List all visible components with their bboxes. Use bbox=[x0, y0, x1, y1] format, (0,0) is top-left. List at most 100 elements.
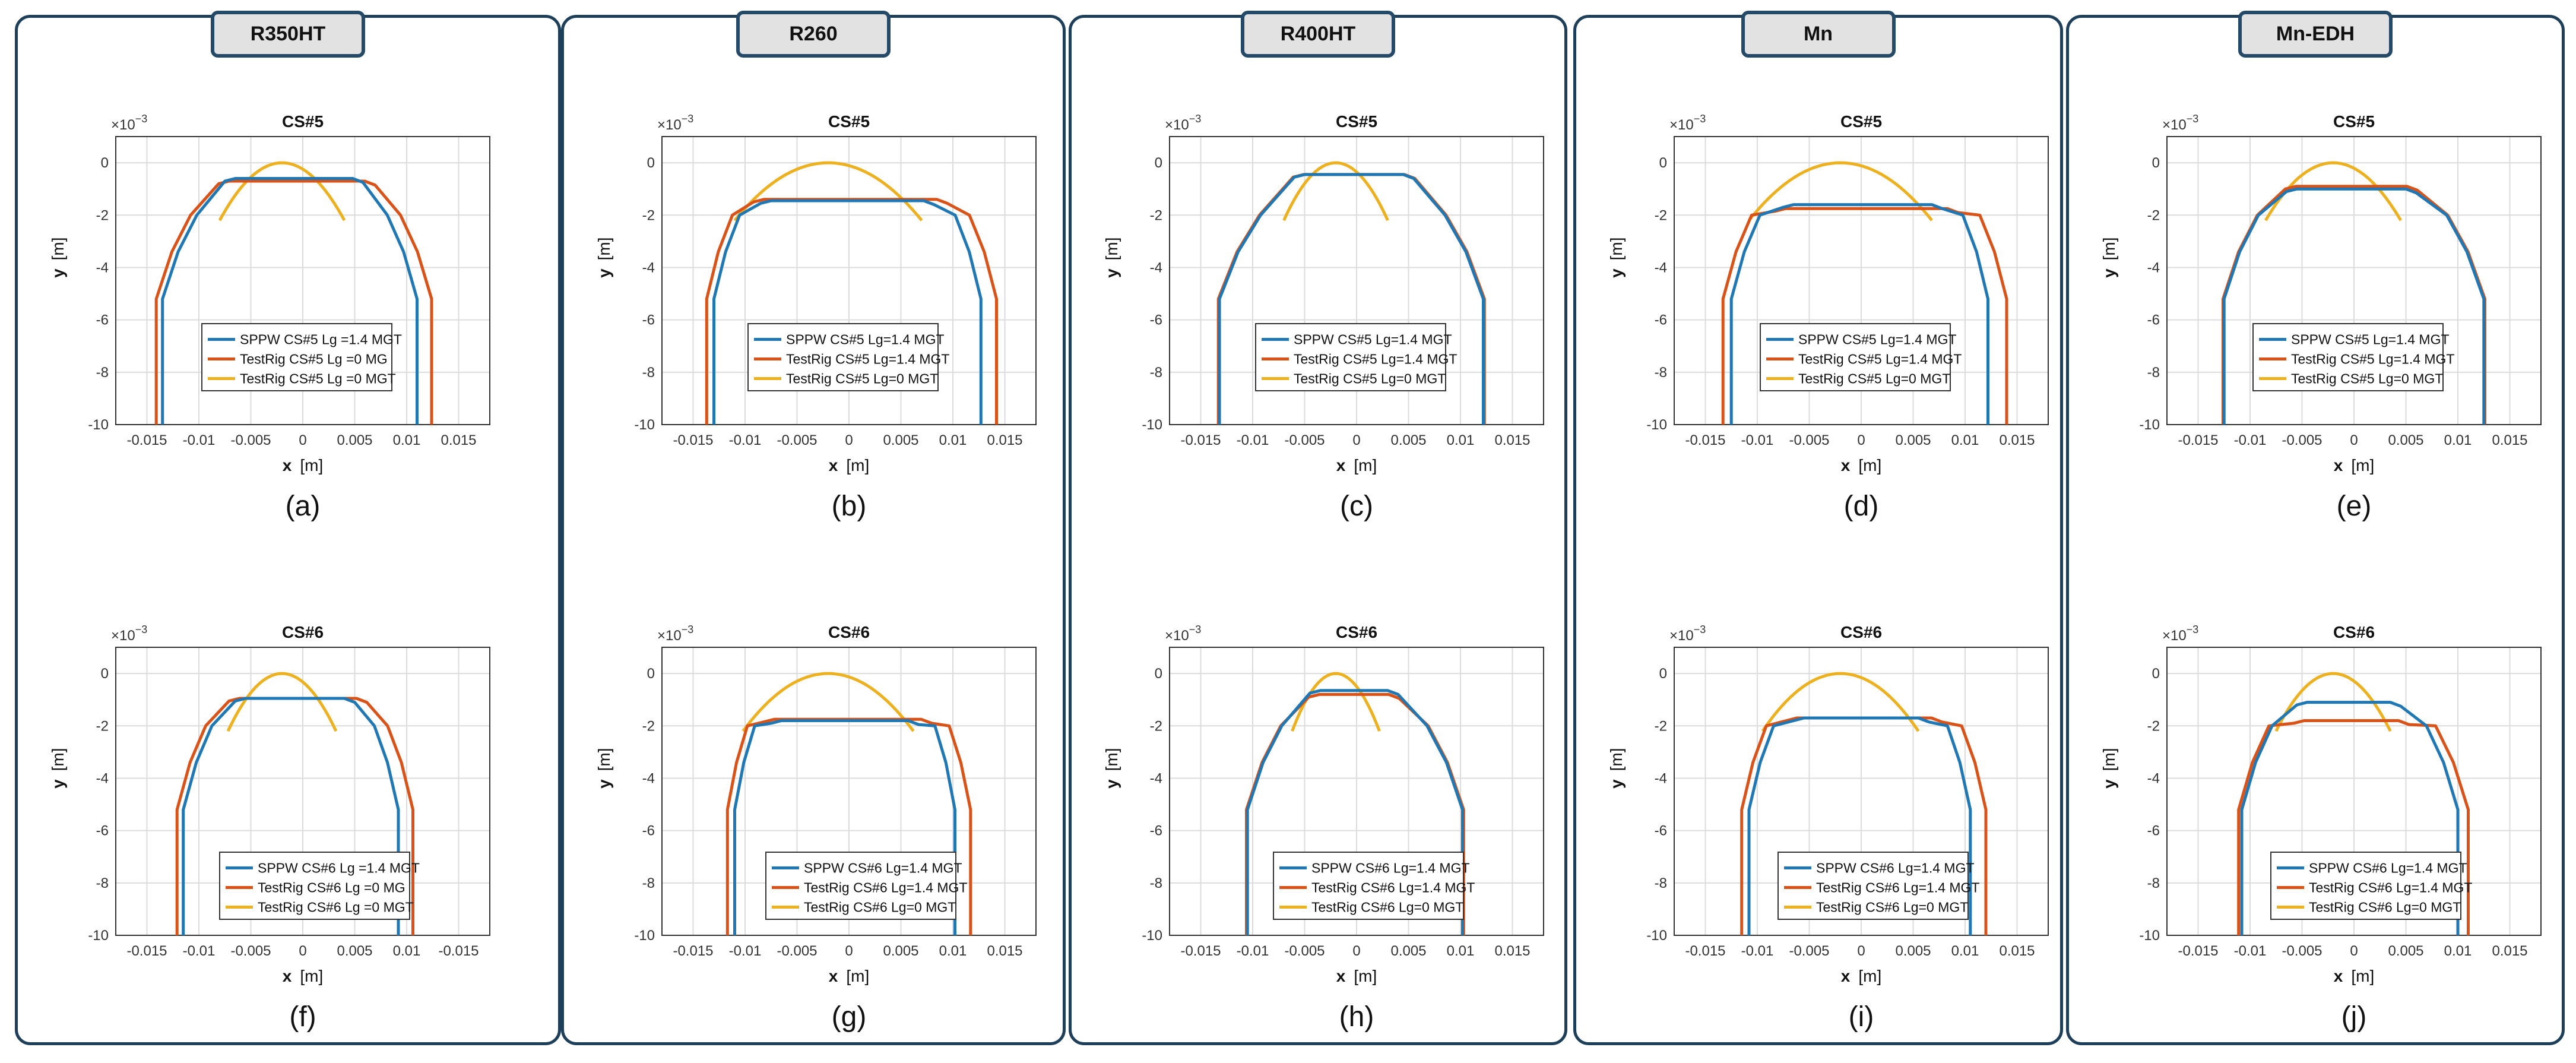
x-axis-label: x [m] bbox=[2334, 967, 2374, 985]
x-tick-label: 0.01 bbox=[939, 943, 967, 959]
x-tick-label: 0 bbox=[1352, 943, 1360, 959]
chart-title: CS#5 bbox=[1840, 112, 1882, 131]
x-tick-label: -0.005 bbox=[1789, 943, 1829, 959]
y-tick-label: -10 bbox=[1142, 417, 1162, 433]
legend-entry: TestRig CS#6 Lg =0 MGT bbox=[258, 900, 414, 915]
chart-title: CS#6 bbox=[828, 623, 870, 641]
y-tick-label: 0 bbox=[2152, 666, 2160, 682]
x-tick-label: 0.005 bbox=[2388, 943, 2423, 959]
x-tick-label: 0.01 bbox=[1447, 432, 1475, 448]
x-axis-label: x [m] bbox=[1336, 967, 1377, 985]
y-tick-label: 0 bbox=[101, 666, 109, 682]
legend-entry: TestRig CS#5 Lg=1.4 MGT bbox=[1798, 352, 1962, 367]
x-tick-label: 0.015 bbox=[1494, 943, 1530, 959]
x-tick-label: -0.015 bbox=[438, 943, 479, 959]
panel-mn: Mn bbox=[1573, 11, 2063, 1045]
x-axis-label: x [m] bbox=[2334, 456, 2374, 474]
x-tick-label: 0 bbox=[2350, 943, 2358, 959]
series-testrig-line bbox=[2237, 719, 2470, 935]
y-axis-label: y[m] bbox=[49, 748, 67, 788]
y-tick-label: -4 bbox=[1150, 260, 1162, 276]
y-tick-label: -6 bbox=[1150, 823, 1162, 839]
x-tick-label: -0.015 bbox=[673, 432, 713, 448]
y-tick-label: 0 bbox=[647, 155, 655, 171]
x-tick-label: 0.01 bbox=[393, 432, 421, 448]
legend-entry: SPPW CS#5 Lg=1.4 MGT bbox=[1294, 332, 1452, 347]
y-tick-label: -8 bbox=[1655, 875, 1667, 891]
y-tick-label: -6 bbox=[642, 823, 655, 839]
y-tick-label: -4 bbox=[96, 260, 109, 276]
subfigure-caption: (e) bbox=[2336, 491, 2372, 522]
chart-mn-edh-cs5: -0.015 -0.01 -0.005 0 0.005 0.01 0.015 0 -2 -4 -6 -… bbox=[2100, 112, 2542, 474]
legend-entry: SPPW CS#6 Lg =1.4 MGT bbox=[258, 860, 420, 876]
y-tick-label: -4 bbox=[642, 770, 655, 786]
legend-entry: TestRig CS#5 Lg =0 MGT bbox=[240, 371, 396, 387]
legend-entry: SPPW CS#6 Lg=1.4 MGT bbox=[1816, 860, 1975, 876]
legend: SPPW CS#5 Lg =1.4 MGT TestRig CS#5 Lg =0 … bbox=[201, 323, 402, 391]
legend-entry: TestRig CS#6 Lg =0 MG bbox=[258, 880, 405, 896]
subfigure-caption: (h) bbox=[1339, 1001, 1374, 1033]
x-tick-label: -0.01 bbox=[2234, 943, 2267, 959]
y-axis-label: y[m] bbox=[1607, 237, 1626, 277]
y-tick-label: -6 bbox=[1150, 312, 1162, 328]
y-axis-label: y[m] bbox=[595, 748, 613, 788]
series-sppw-line bbox=[1246, 689, 1464, 935]
y-tick-label: -4 bbox=[1655, 260, 1667, 276]
y-tick-label: 0 bbox=[1155, 155, 1162, 171]
chart-title: CS#6 bbox=[1336, 623, 1377, 641]
y-exponent-label: ×10−3 bbox=[2162, 113, 2198, 133]
legend-entry: TestRig CS#5 Lg=0 MGT bbox=[1798, 371, 1950, 387]
panel-r350ht: R350HT bbox=[15, 11, 561, 1045]
y-tick-label: -2 bbox=[1655, 207, 1667, 223]
series-testrig-line bbox=[1721, 207, 2008, 425]
y-exponent-label: ×10−3 bbox=[1165, 624, 1201, 644]
series-sppw-line bbox=[1729, 203, 1989, 425]
legend-entry: TestRig CS#6 Lg=0 MGT bbox=[1816, 900, 1968, 915]
material-label: R260 bbox=[736, 11, 891, 58]
x-tick-label: -0.015 bbox=[1180, 943, 1221, 959]
legend-entry: TestRig CS#6 Lg=0 MGT bbox=[804, 900, 956, 915]
x-tick-label: -0.015 bbox=[1685, 943, 1725, 959]
y-tick-label: -6 bbox=[2147, 823, 2160, 839]
y-axis-label: y[m] bbox=[49, 237, 67, 277]
y-exponent-label: ×10−3 bbox=[111, 624, 147, 644]
legend-entry: TestRig CS#5 Lg =0 MG bbox=[240, 352, 388, 367]
y-tick-label: -4 bbox=[2147, 770, 2160, 786]
y-tick-label: -10 bbox=[88, 928, 109, 944]
y-exponent-label: ×10−3 bbox=[1165, 113, 1201, 133]
y-tick-label: -4 bbox=[1150, 770, 1162, 786]
legend: SPPW CS#5 Lg=1.4 MGT TestRig CS#5 Lg=1.4 … bbox=[747, 323, 949, 391]
y-tick-label: -6 bbox=[96, 823, 109, 839]
x-tick-label: -0.005 bbox=[230, 943, 271, 959]
subfigure-caption: (d) bbox=[1843, 491, 1879, 522]
y-tick-label: -8 bbox=[96, 365, 109, 381]
chart-r260-cs5: -0.015 -0.01 -0.005 0 0.005 0.01 0.015 0 -2 -4 -6 -… bbox=[595, 112, 1037, 474]
series-sppw-line bbox=[2240, 701, 2460, 935]
x-tick-label: -0.015 bbox=[2178, 943, 2218, 959]
series-reference-line bbox=[733, 161, 923, 222]
subfigure-caption: (f) bbox=[289, 1001, 316, 1033]
x-tick-label: 0.005 bbox=[337, 432, 372, 448]
chart-r400ht-cs6: -0.015 -0.01 -0.005 0 0.005 0.01 0.015 0 -2 -4 -6 -… bbox=[1102, 623, 1544, 985]
chart-r400ht-cs5: -0.015 -0.01 -0.005 0 0.005 0.01 0.015 0 -2 -4 -6 -… bbox=[1102, 112, 1544, 474]
plot-frame bbox=[115, 647, 490, 936]
x-tick-label: 0 bbox=[1857, 432, 1865, 448]
y-tick-label: -2 bbox=[1150, 207, 1162, 223]
x-tick-label: -0.01 bbox=[1237, 943, 1269, 959]
legend-entry: TestRig CS#6 Lg=0 MGT bbox=[2309, 900, 2461, 915]
y-tick-label: -2 bbox=[642, 718, 655, 734]
y-tick-label: -10 bbox=[2139, 928, 2160, 944]
x-tick-label: -0.01 bbox=[1741, 432, 1774, 448]
chart-title: CS#6 bbox=[2333, 623, 2375, 641]
x-axis-label: x [m] bbox=[283, 967, 323, 985]
y-tick-label: -10 bbox=[634, 417, 655, 433]
y-tick-label: -10 bbox=[88, 417, 109, 433]
y-tick-label: -6 bbox=[1655, 823, 1667, 839]
x-tick-label: 0.015 bbox=[2492, 432, 2527, 448]
x-tick-label: -0.01 bbox=[183, 943, 216, 959]
y-tick-label: -4 bbox=[642, 260, 655, 276]
series-reference-line bbox=[2274, 672, 2392, 732]
legend: SPPW CS#5 Lg=1.4 MGT TestRig CS#5 Lg=1.4 … bbox=[1255, 323, 1457, 391]
series-sppw-line bbox=[1747, 716, 1972, 935]
y-exponent-label: ×10−3 bbox=[1669, 113, 1706, 133]
